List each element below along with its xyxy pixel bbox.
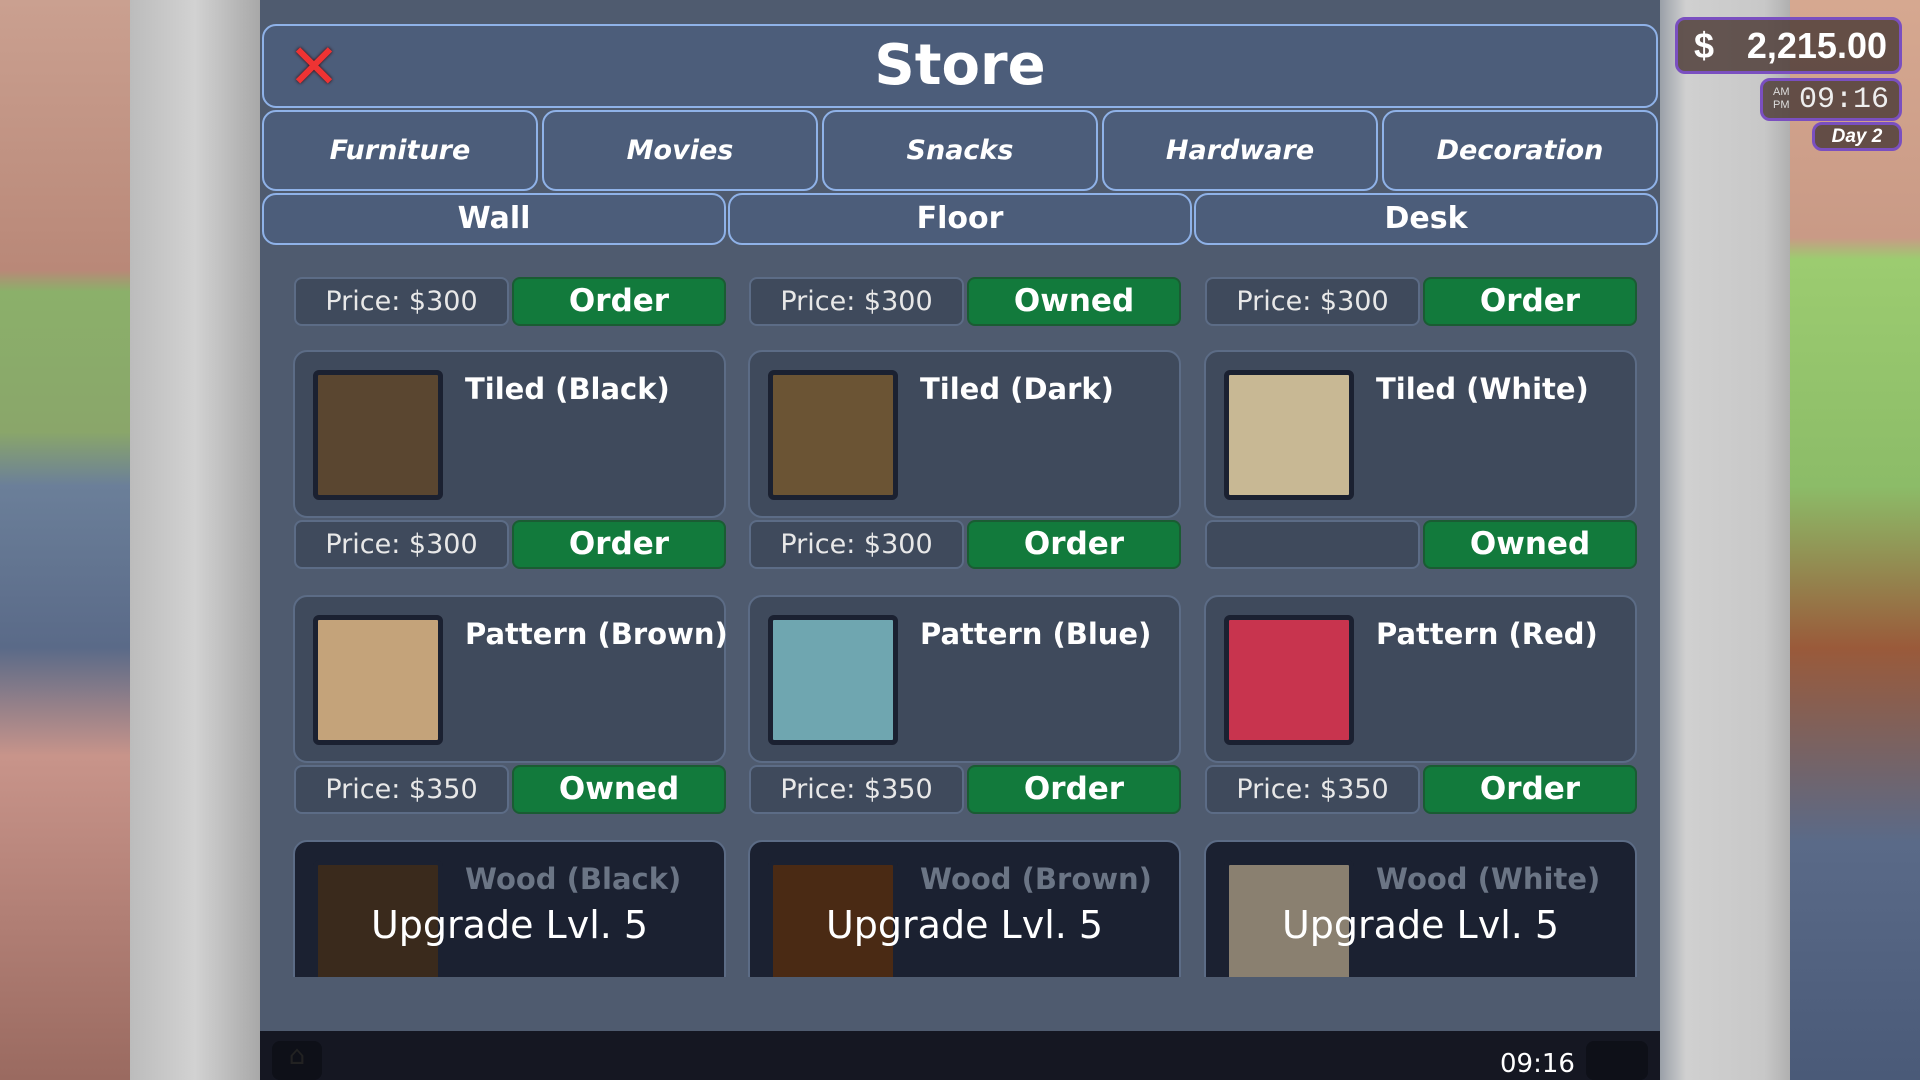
order-button[interactable]: Owned <box>512 765 726 814</box>
item-name: Pattern (Red) <box>1376 617 1598 651</box>
item-list[interactable]: Price: $300 Order Price: $300 Owned Price:… <box>262 252 1658 977</box>
price-label: Price: $300 <box>294 520 509 569</box>
home-icon[interactable]: ⌂ <box>272 1041 322 1080</box>
item-card: Pattern (Blue) <box>748 595 1181 763</box>
title-bar <box>262 24 1658 108</box>
upgrade-requirement: Upgrade Lvl. 5 <box>750 904 1179 946</box>
item-thumbnail <box>768 370 898 500</box>
item-card: Tiled (White) <box>1204 350 1637 518</box>
am-pm-indicator: AM PM <box>1773 86 1790 111</box>
item-thumbnail <box>313 860 443 977</box>
tab-furniture[interactable]: Furniture <box>262 110 538 191</box>
order-button[interactable]: Order <box>967 765 1181 814</box>
locked-item-card: Wood (Black) Upgrade Lvl. 5 <box>293 840 726 977</box>
item-name: Pattern (Blue) <box>920 617 1152 651</box>
order-button[interactable]: Order <box>512 277 726 326</box>
tab-hardware[interactable]: Hardware <box>1102 110 1378 191</box>
price-label: Price: $300 <box>1205 277 1420 326</box>
money-amount: 2,215.00 <box>1746 25 1887 66</box>
store-title: Store <box>874 33 1046 98</box>
order-button[interactable]: Order <box>1423 277 1637 326</box>
pillar <box>130 0 260 1080</box>
pillar <box>1660 0 1790 1080</box>
price-label: Price: $350 <box>1205 765 1420 814</box>
item-name: Wood (White) <box>1376 862 1601 896</box>
item-thumbnail <box>313 615 443 745</box>
upgrade-level: 5 <box>1078 903 1104 947</box>
bottom-time: 09:16 <box>1500 1049 1575 1079</box>
price-label: Price: $350 <box>294 765 509 814</box>
price-label <box>1205 520 1420 569</box>
item-thumbnail <box>768 860 898 977</box>
price-label: Price: $300 <box>749 277 964 326</box>
item-thumbnail <box>768 615 898 745</box>
upgrade-level: 5 <box>1534 903 1560 947</box>
upgrade-requirement: Upgrade Lvl. 5 <box>1206 904 1635 946</box>
price-label: Price: $300 <box>749 520 964 569</box>
order-button[interactable]: Owned <box>1423 520 1637 569</box>
item-name: Wood (Black) <box>465 862 682 896</box>
upgrade-label: Upgrade Lvl. <box>370 903 612 947</box>
subtab-wall[interactable]: Wall <box>262 193 726 245</box>
order-button[interactable]: Order <box>967 520 1181 569</box>
subtab-desk[interactable]: Desk <box>1194 193 1658 245</box>
tab-snacks[interactable]: Snacks <box>822 110 1098 191</box>
bottom-bar: ⌂ 09:16 <box>260 1031 1660 1080</box>
item-thumbnail <box>313 370 443 500</box>
item-card: Pattern (Red) <box>1204 595 1637 763</box>
item-name: Wood (Brown) <box>920 862 1152 896</box>
order-button[interactable]: Order <box>512 520 726 569</box>
clock-display: AM PM 09:16 <box>1760 78 1902 121</box>
store-icon[interactable] <box>1586 1041 1648 1080</box>
item-card: Tiled (Dark) <box>748 350 1181 518</box>
order-button[interactable]: Owned <box>967 277 1181 326</box>
item-name: Pattern (Brown) <box>465 617 728 651</box>
order-button[interactable]: Order <box>1423 765 1637 814</box>
price-label: Price: $350 <box>749 765 964 814</box>
locked-item-card: Wood (Brown) Upgrade Lvl. 5 <box>748 840 1181 977</box>
price-label: Price: $300 <box>294 277 509 326</box>
item-thumbnail <box>1224 860 1354 977</box>
background-scene <box>1790 0 1920 1080</box>
item-thumbnail <box>1224 370 1354 500</box>
subtab-floor[interactable]: Floor <box>728 193 1192 245</box>
item-thumbnail <box>1224 615 1354 745</box>
tab-movies[interactable]: Movies <box>542 110 818 191</box>
clock-time: 09:16 <box>1798 83 1889 117</box>
upgrade-label: Upgrade Lvl. <box>825 903 1067 947</box>
item-name: Tiled (Black) <box>465 372 670 406</box>
locked-item-card: Wood (White) Upgrade Lvl. 5 <box>1204 840 1637 977</box>
upgrade-label: Upgrade Lvl. <box>1281 903 1523 947</box>
upgrade-level: 5 <box>623 903 649 947</box>
item-name: Tiled (White) <box>1376 372 1589 406</box>
money-display: $ 2,215.00 <box>1675 17 1902 74</box>
item-card: Pattern (Brown) <box>293 595 728 763</box>
item-name: Tiled (Dark) <box>920 372 1114 406</box>
currency-symbol: $ <box>1694 25 1715 66</box>
day-indicator: Day 2 <box>1812 122 1902 151</box>
tab-decoration[interactable]: Decoration <box>1382 110 1658 191</box>
upgrade-requirement: Upgrade Lvl. 5 <box>295 904 724 946</box>
background-scene <box>0 0 130 1080</box>
item-card: Tiled (Black) <box>293 350 726 518</box>
close-icon[interactable]: ✕ <box>288 30 340 103</box>
